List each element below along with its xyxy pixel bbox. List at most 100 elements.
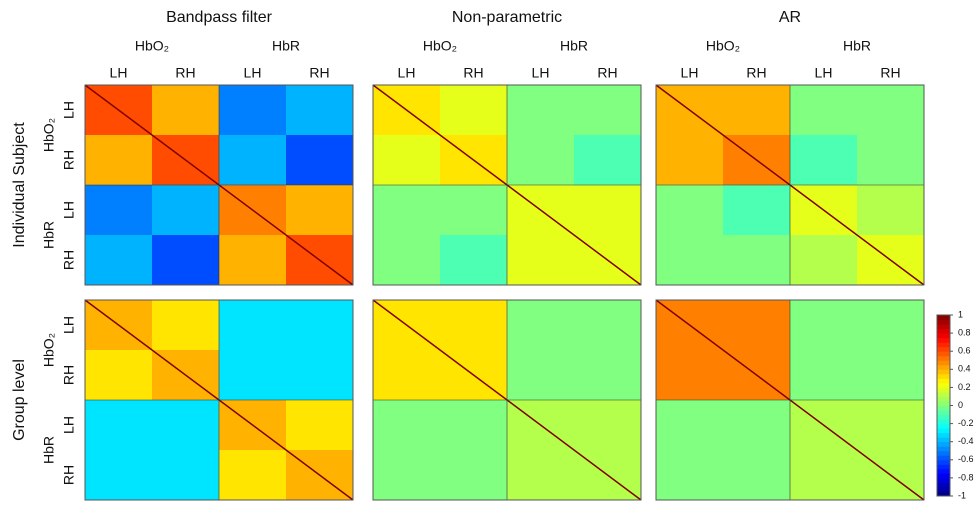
colorbar-step [937, 378, 950, 384]
heatmap-cell [373, 450, 441, 501]
colorbar-step [937, 369, 950, 375]
signal-label: HbR [41, 436, 57, 464]
heatmap-cell [574, 135, 642, 186]
colorbar-tick-label: -1 [958, 490, 966, 500]
heatmap-cell [219, 85, 287, 136]
heatmap-cell [286, 300, 354, 351]
heatmap-cell [373, 400, 441, 451]
heatmap-cell [85, 135, 153, 186]
colorbar-tick-label: 0.4 [958, 364, 971, 374]
heatmap-cell [85, 450, 153, 501]
heatmap-cell [440, 235, 508, 286]
colorbar-step [937, 351, 950, 357]
colorbar-step [937, 319, 950, 325]
signal-label: HbR [560, 38, 588, 54]
hemisphere-label: LH [61, 416, 77, 434]
heatmap-cell [152, 235, 220, 286]
heatmap-cell [152, 400, 220, 451]
heatmap-cell [790, 85, 858, 136]
signal-label: HbR [843, 38, 871, 54]
hemisphere-label: LH [532, 65, 550, 81]
colorbar-step [937, 391, 950, 397]
colorbar-step [937, 382, 950, 388]
heatmap-cell [152, 300, 220, 351]
colorbar-step [937, 342, 950, 348]
colorbar-tick-label: -0.8 [958, 472, 974, 482]
heatmap-cell [574, 350, 642, 401]
heatmap-cell [440, 450, 508, 501]
column-title: Bandpass filter [166, 9, 273, 26]
heatmap-cell [219, 235, 287, 286]
heatmap-cell [507, 450, 575, 501]
colorbar-step [937, 468, 950, 474]
hemisphere-label: RH [746, 65, 766, 81]
signal-label: HbO₂ [41, 118, 57, 152]
hemisphere-label: LH [61, 101, 77, 119]
hemisphere-label: RH [880, 65, 900, 81]
hemisphere-label: RH [61, 465, 77, 485]
colorbar-step [937, 400, 950, 406]
panel-frame [655, 84, 925, 286]
colorbar-step [937, 428, 950, 434]
heatmap-cell [574, 85, 642, 136]
hemisphere-label: RH [597, 65, 617, 81]
heatmap-cell [656, 400, 724, 451]
colorbar-tick-label: -0.6 [958, 454, 974, 464]
heatmap-cell [790, 300, 858, 351]
heatmap-cell [857, 400, 925, 451]
panel-frame [372, 84, 642, 286]
heatmap-cell [219, 350, 287, 401]
heatmap-cell [857, 350, 925, 401]
heatmap-cell [723, 400, 791, 451]
colorbar-step [937, 486, 950, 492]
heatmap-cell [286, 85, 354, 136]
colorbar-step [937, 482, 950, 488]
heatmap-cell [656, 235, 724, 286]
heatmap-cell [507, 85, 575, 136]
colorbar-tick-label: 0.2 [958, 382, 971, 392]
heatmap-cell [440, 400, 508, 451]
colorbar-step [937, 446, 950, 452]
hemisphere-label: LH [110, 65, 128, 81]
colorbar-step [937, 373, 950, 379]
colorbar-step [937, 396, 950, 402]
heatmap-cell [219, 300, 287, 351]
colorbar-step [937, 360, 950, 366]
hemisphere-label: LH [398, 65, 416, 81]
colorbar-step [937, 491, 950, 497]
heatmap-cell [857, 300, 925, 351]
hemisphere-label: RH [309, 65, 329, 81]
colorbar-step [937, 333, 950, 339]
panel-frame [84, 299, 354, 501]
heatmap-cell [440, 185, 508, 236]
heatmap-cell [723, 185, 791, 236]
heatmap-cell [507, 350, 575, 401]
colorbar-step [937, 337, 950, 343]
colorbar-step [937, 387, 950, 393]
heatmap-cell [857, 85, 925, 136]
hemisphere-label: RH [61, 150, 77, 170]
heatmap-cell [373, 235, 441, 286]
colorbar-tick-label: 0.8 [958, 327, 971, 337]
heatmap-cell [656, 135, 724, 186]
colorbar-tick-label: 0 [958, 400, 963, 410]
heatmap-cell [790, 135, 858, 186]
colorbar-step [937, 459, 950, 465]
colorbar-step [937, 419, 950, 425]
colorbar-step [937, 324, 950, 330]
signal-label: HbO₂ [41, 333, 57, 367]
heatmap-cell [373, 185, 441, 236]
heatmap-cell [152, 450, 220, 501]
heatmap-cell [723, 300, 791, 351]
colorbar-step [937, 410, 950, 416]
colorbar-tick-label: 1 [958, 309, 963, 319]
heatmap-cell [723, 85, 791, 136]
heatmap-cell [152, 85, 220, 136]
colorbar-step [937, 455, 950, 461]
colorbar-step [937, 346, 950, 352]
hemisphere-label: RH [61, 250, 77, 270]
row-title: Individual Subject [11, 122, 28, 248]
heatmap-cell [574, 185, 642, 236]
heatmap-cell [790, 235, 858, 286]
